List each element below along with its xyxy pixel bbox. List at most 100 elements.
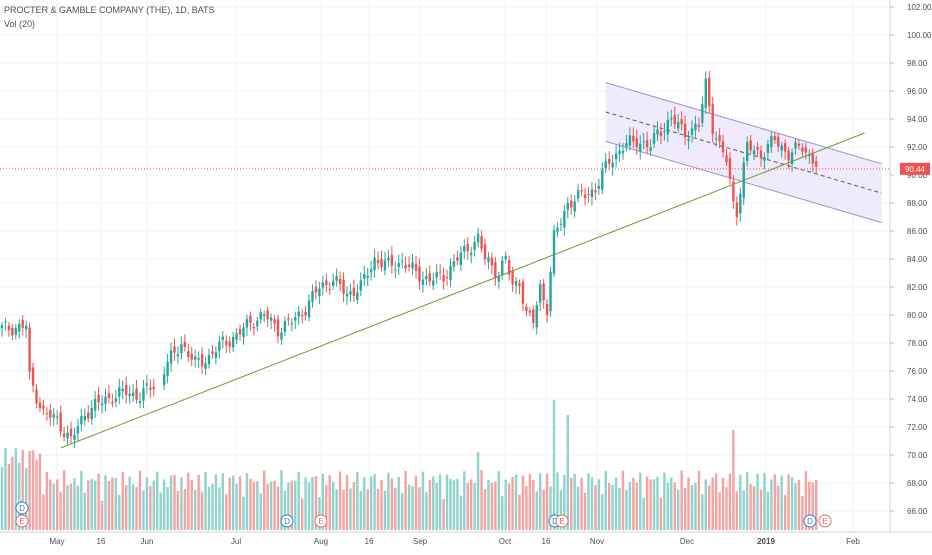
candle-body [532, 309, 535, 323]
candle-body [252, 326, 256, 329]
candle-body [418, 266, 421, 282]
candle-body [238, 329, 242, 335]
volume-bar [463, 471, 466, 530]
x-tick-label: Jun [141, 537, 154, 546]
candle-body [162, 374, 166, 385]
candle-body [383, 260, 387, 271]
candle-body [432, 280, 435, 286]
volume-bar [328, 475, 331, 530]
candle-body [138, 401, 142, 403]
candle-body [221, 336, 224, 340]
svg-text:D: D [807, 517, 813, 526]
volume-bar [76, 485, 80, 530]
volume-bar [635, 482, 638, 530]
volume-bar [214, 474, 218, 530]
volume-bar [197, 474, 200, 530]
candle-body [815, 161, 818, 167]
volume-bar [666, 482, 670, 530]
volume-bar [504, 479, 507, 530]
volume-bar [539, 473, 542, 530]
candle-body [759, 150, 763, 159]
dividend-marker[interactable]: D [280, 514, 294, 528]
volume-bar [90, 478, 93, 530]
candle-body [608, 158, 611, 164]
y-tick-label: 98.00 [907, 59, 928, 68]
volume-bar [187, 472, 190, 530]
candle-body [45, 412, 49, 414]
volume-bar [445, 474, 449, 530]
volume-bar [590, 477, 594, 530]
volume-bar [332, 481, 335, 530]
candle-body [790, 152, 794, 165]
candle-body [332, 280, 335, 286]
volume-bar [456, 478, 459, 530]
volume-bar [411, 486, 414, 530]
volume-bar [514, 474, 518, 530]
volume-bar [359, 490, 362, 530]
candle-body [349, 291, 352, 295]
candle-body [66, 432, 69, 439]
candle-body [701, 104, 704, 123]
candle-body [397, 263, 400, 268]
candle-body [173, 346, 176, 353]
volume-bar [656, 476, 659, 530]
y-tick-label: 88.00 [907, 199, 928, 208]
candle-body [314, 286, 318, 293]
volume-bar [694, 482, 697, 530]
earnings-marker[interactable]: E [15, 514, 29, 528]
volume-bar [611, 484, 614, 530]
candle-body [697, 125, 701, 127]
volume-bar [497, 471, 500, 530]
candle-body [704, 78, 707, 108]
volume-bar [528, 474, 532, 530]
volume-bar [245, 473, 249, 530]
volume-bar [21, 450, 24, 530]
earnings-marker[interactable]: E [314, 514, 328, 528]
candle-body [749, 140, 752, 151]
volume-bar [683, 488, 687, 530]
volume-bar [480, 470, 483, 530]
channel-upper-line[interactable] [605, 82, 882, 165]
y-tick-label: 86.00 [907, 227, 928, 236]
candle-body [121, 388, 124, 392]
earnings-marker[interactable]: E [555, 514, 569, 528]
candle-body [287, 318, 290, 320]
x-tick-label: 16 [365, 537, 374, 546]
volume-bar [283, 490, 287, 530]
volume-bar [104, 475, 107, 530]
candle-body [570, 200, 573, 208]
dividend-marker[interactable]: D [803, 514, 817, 528]
volume-bar [649, 479, 652, 530]
candle-body [35, 389, 38, 404]
volume-bar [556, 472, 559, 530]
dividend-marker[interactable]: D [15, 501, 29, 515]
candle-body [11, 327, 14, 336]
volume-bar [746, 472, 749, 530]
volume-bar [252, 481, 256, 530]
candle-body [497, 276, 500, 282]
volume-bar [815, 480, 818, 530]
candle-body [752, 150, 756, 155]
candle-body [114, 398, 118, 402]
candle-body [231, 337, 235, 348]
candle-body [125, 384, 128, 395]
volume-bar [235, 483, 238, 530]
volume-bar [190, 479, 193, 530]
chart-title: PROCTER & GAMBLE COMPANY (THE), 1D, BATS [4, 5, 215, 15]
candle-body [307, 300, 311, 318]
candle-body [642, 141, 645, 143]
trendline[interactable] [60, 132, 865, 449]
channel-median-line[interactable] [605, 111, 882, 194]
candle-body [663, 131, 666, 133]
volume-bar [783, 494, 787, 530]
y-tick-label: 96.00 [907, 87, 928, 96]
volume-bar [804, 471, 808, 530]
volume-bar [576, 486, 580, 530]
svg-text:D: D [552, 517, 558, 526]
candle-body [773, 136, 776, 141]
volume-bar [142, 490, 145, 530]
volume-bar [476, 452, 480, 530]
earnings-marker[interactable]: E [818, 514, 832, 528]
candle-body [639, 143, 642, 152]
